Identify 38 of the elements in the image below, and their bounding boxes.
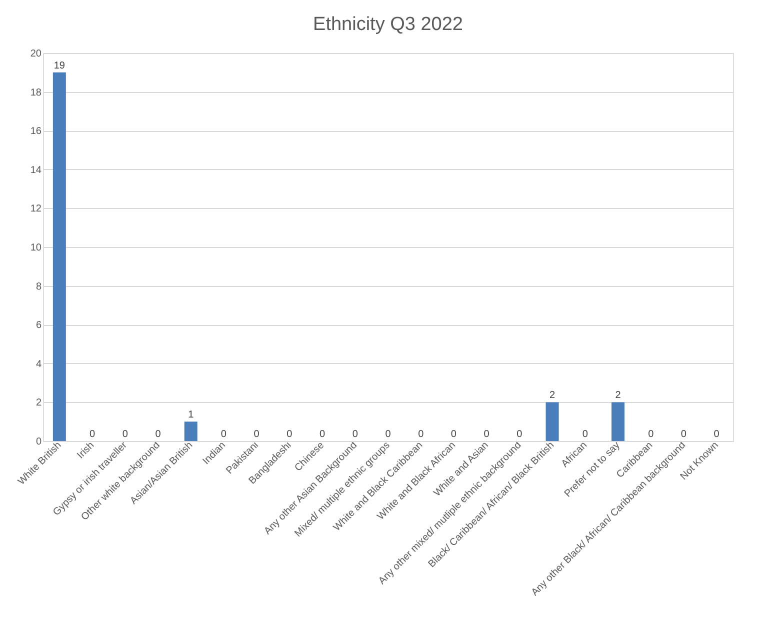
y-tick-label: 2 [36, 398, 42, 409]
data-label: 0 [90, 429, 96, 440]
data-label: 0 [648, 429, 654, 440]
y-tick-label: 6 [36, 320, 42, 332]
bar [546, 402, 559, 441]
data-label: 0 [714, 429, 720, 440]
y-tick-label: 20 [30, 48, 42, 60]
data-label: 0 [122, 429, 128, 440]
data-label: 0 [484, 429, 490, 440]
data-label: 0 [582, 429, 588, 440]
data-label: 19 [54, 60, 66, 72]
x-tick-label: Irish [75, 440, 97, 462]
data-label: 0 [286, 429, 293, 440]
bar [612, 402, 624, 441]
data-label: 0 [418, 429, 424, 440]
y-tick-label: 0 [36, 436, 42, 448]
y-tick-label: 14 [30, 164, 42, 176]
y-tick-label: 10 [30, 242, 42, 254]
y-tick-label: 16 [30, 126, 42, 138]
data-label: 2 [615, 390, 622, 402]
data-label: 0 [680, 429, 687, 440]
bar [52, 72, 66, 441]
y-tick-label: 8 [36, 281, 42, 292]
data-label: 0 [516, 429, 523, 440]
data-label: 0 [320, 429, 326, 440]
data-label: 0 [385, 429, 392, 440]
data-label: 0 [155, 429, 162, 440]
data-label: 0 [450, 429, 457, 440]
y-tick-label: 4 [36, 358, 42, 370]
data-label: 1 [188, 410, 194, 421]
data-label: 0 [352, 429, 358, 440]
chart-title: Ethnicity Q3 2022 [313, 14, 463, 35]
data-label: 0 [220, 429, 227, 440]
bar [184, 422, 198, 441]
data-label: 2 [550, 390, 556, 402]
y-tick-label: 18 [30, 87, 42, 98]
y-tick-label: 12 [30, 204, 42, 215]
data-label: 0 [254, 429, 260, 440]
